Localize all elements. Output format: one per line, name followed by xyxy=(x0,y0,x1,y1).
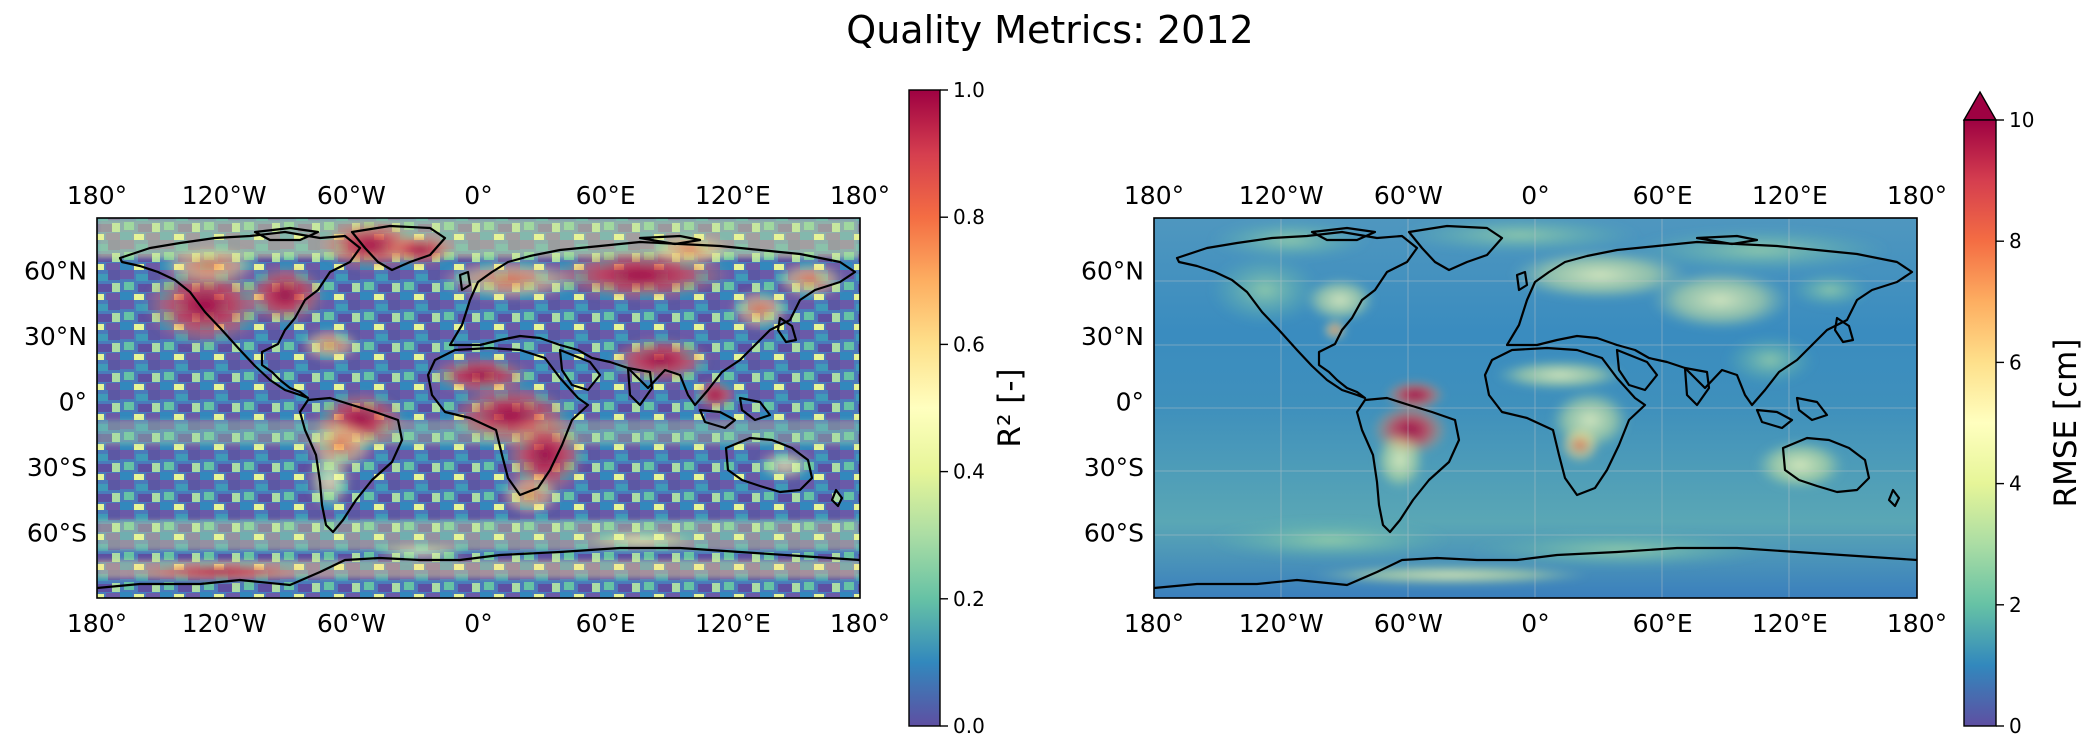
rmse-lat-label: 30°S xyxy=(1084,453,1144,482)
r2-lat-label: 30°N xyxy=(24,322,87,351)
rmse-lon-label-bottom: 0° xyxy=(1521,609,1549,638)
rmse-lon-label-bottom: 180° xyxy=(1124,609,1184,638)
rmse-colorbar-tick-label: 10 xyxy=(2009,108,2034,132)
r2-colorbar-label: R² [-] xyxy=(992,368,1028,447)
rmse-colorbar-label: RMSE [cm] xyxy=(2048,339,2084,508)
r2-lon-label-bottom: 120°E xyxy=(695,609,771,638)
rmse-lon-label-bottom: 60°W xyxy=(1374,609,1443,638)
r2-colorbar-tick-label: 0.0 xyxy=(953,714,985,738)
r2-map-field xyxy=(97,218,860,598)
r2-lon-ticks-bottom: 180° 120°W 60°W 0° 60°E 120°E 180° xyxy=(67,609,890,638)
rmse-lat-label: 30°N xyxy=(1081,322,1144,351)
r2-colorbar: 0.0 0.2 0.4 0.6 0.8 1.0 R² [-] xyxy=(908,78,1028,738)
rmse-lon-label-top: 120°E xyxy=(1752,181,1828,210)
r2-lon-label-bottom: 180° xyxy=(67,609,127,638)
r2-lon-label-top: 120°W xyxy=(182,181,267,210)
r2-colorbar-tick-label: 0.4 xyxy=(953,460,985,484)
rmse-lon-label-top: 60°W xyxy=(1374,181,1443,210)
rmse-coastlines xyxy=(1154,224,1917,590)
rmse-lat-label: 60°N xyxy=(1081,256,1144,285)
r2-lon-label-bottom: 0° xyxy=(464,609,492,638)
rmse-lon-label-bottom: 60°E xyxy=(1633,609,1693,638)
rmse-colorbar-extend-arrow xyxy=(1962,90,1998,121)
rmse-map-panel: 180° 120°W 60°W 0° 60°E 120°E 180° 180° 120°W 60… xyxy=(1081,181,1947,638)
figure-title: Quality Metrics: 2012 xyxy=(846,8,1254,52)
r2-map-panel: 180° 120°W 60°W 0° 60°E 120°E 180° 180° 120°W 60… xyxy=(24,181,890,638)
r2-colorbar-gradient xyxy=(908,89,941,727)
rmse-lon-label-top: 60°E xyxy=(1633,181,1693,210)
r2-lon-label-bottom: 120°W xyxy=(182,609,267,638)
rmse-lat-label: 60°S xyxy=(1084,518,1144,547)
rmse-map-field xyxy=(1154,218,1917,598)
rmse-map-frame xyxy=(1153,217,1918,599)
r2-coastlines xyxy=(97,224,860,590)
rmse-lon-ticks-top: 180° 120°W 60°W 0° 60°E 120°E 180° xyxy=(1124,181,1947,210)
r2-lon-label-top: 180° xyxy=(67,181,127,210)
r2-lon-label-top: 60°E xyxy=(576,181,636,210)
rmse-lat-label: 0° xyxy=(1116,387,1144,416)
r2-lon-label-top: 0° xyxy=(464,181,492,210)
r2-colorbar-tick-label: 1.0 xyxy=(953,78,985,102)
rmse-colorbar: 0 2 4 6 8 10 RMSE [cm] xyxy=(1962,90,2084,738)
r2-lon-label-bottom: 180° xyxy=(830,609,890,638)
r2-lon-ticks-top: 180° 120°W 60°W 0° 60°E 120°E 180° xyxy=(67,181,890,210)
r2-lon-label-top: 60°W xyxy=(317,181,386,210)
r2-lon-label-top: 120°E xyxy=(695,181,771,210)
rmse-lon-ticks-bottom: 180° 120°W 60°W 0° 60°E 120°E 180° xyxy=(1124,609,1947,638)
rmse-colorbar-tick-label: 4 xyxy=(2009,472,2022,496)
rmse-lon-label-bottom: 120°E xyxy=(1752,609,1828,638)
rmse-lon-label-top: 180° xyxy=(1124,181,1184,210)
rmse-lon-label-bottom: 180° xyxy=(1887,609,1947,638)
r2-lat-label: 30°S xyxy=(27,453,87,482)
rmse-colorbar-tick-label: 0 xyxy=(2009,714,2022,738)
rmse-colorbar-gradient xyxy=(1963,119,1997,727)
rmse-lon-label-bottom: 120°W xyxy=(1239,609,1324,638)
r2-lon-label-bottom: 60°E xyxy=(576,609,636,638)
rmse-colorbar-tick-label: 6 xyxy=(2009,350,2022,374)
rmse-lat-ticks: 60°N 30°N 0° 30°S 60°S xyxy=(1081,256,1144,547)
r2-lon-label-bottom: 60°W xyxy=(317,609,386,638)
r2-map-frame xyxy=(96,217,861,599)
rmse-colorbar-tick-label: 2 xyxy=(2009,593,2022,617)
rmse-colorbar-tick-label: 8 xyxy=(2009,229,2022,253)
r2-lat-label: 60°N xyxy=(24,256,87,285)
r2-colorbar-tick-label: 0.2 xyxy=(953,587,985,611)
rmse-lon-label-top: 180° xyxy=(1887,181,1947,210)
r2-colorbar-tick-label: 0.8 xyxy=(953,205,985,229)
r2-lat-label: 60°S xyxy=(27,518,87,547)
rmse-lon-label-top: 0° xyxy=(1521,181,1549,210)
r2-colorbar-tick-label: 0.6 xyxy=(953,332,985,356)
rmse-lon-label-top: 120°W xyxy=(1239,181,1324,210)
r2-lat-ticks: 60°N 30°N 0° 30°S 60°S xyxy=(24,256,87,547)
r2-lat-label: 0° xyxy=(59,387,87,416)
r2-lon-label-top: 180° xyxy=(830,181,890,210)
